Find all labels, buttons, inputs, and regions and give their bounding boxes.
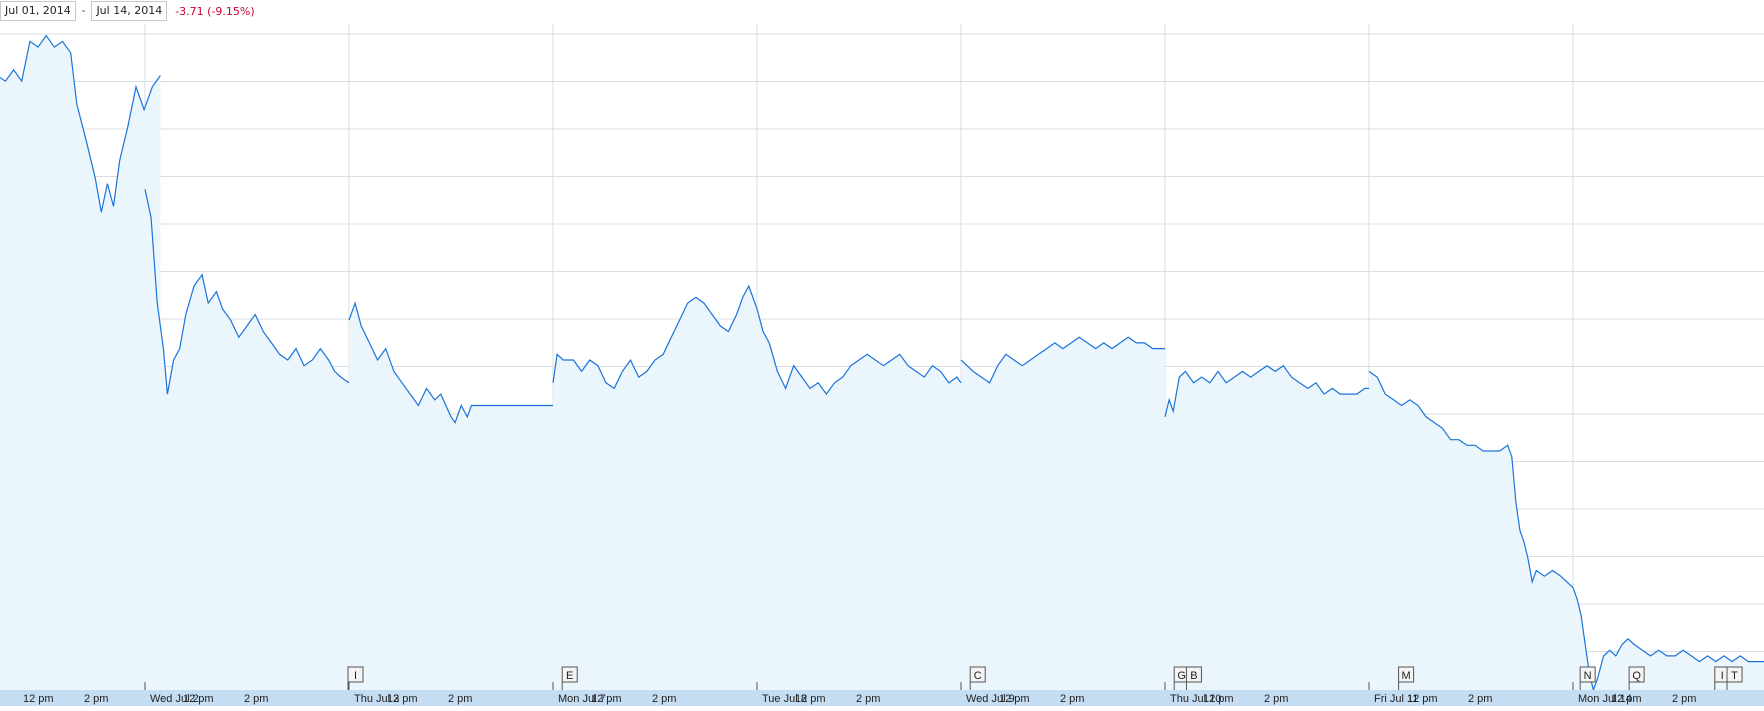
price-series-line [348,301,553,424]
event-flag-letter: C [974,670,982,682]
hour-tick-label: 2 pm [84,693,108,705]
hour-tick-label: 2 pm [1060,693,1084,705]
event-flag-box [347,666,364,683]
date-separator: - [81,5,86,17]
day-label: Wed Jul 9 [966,693,1015,705]
day-label: Tue Jul 8 [762,693,807,705]
hour-tick-label: 12 pm [591,693,622,705]
hour-tick-label: 2 pm [244,693,268,705]
event-flag-letter: B [1190,670,1197,682]
hour-tick-label: 12 pm [1611,693,1642,705]
start-date-field[interactable]: Jul 01, 2014 [0,1,76,21]
price-series-line [144,189,350,395]
event-flag-letter: Q [1632,670,1641,682]
hour-tick-label: 12 pm [1407,693,1438,705]
price-series-line [1164,364,1369,418]
event-flag-letter: G [1177,670,1186,682]
price-series-line [1368,370,1574,589]
time-axis-labels: 12 pm 2 pm Wed Jul 212 pm 2 pm Thu Jul 312 p… [23,682,1696,705]
event-flag-letter: M [1402,670,1411,682]
event-flag-box [1398,666,1415,683]
event-flag-letter: E [566,670,573,682]
day-label: Thu Jul 10 [1170,693,1221,705]
hour-tick-label: 12 pm [183,693,214,705]
hour-tick-label: 2 pm [1468,693,1492,705]
hour-tick-label: 2 pm [448,693,472,705]
day-label: Thu Jul 3 [354,693,399,705]
price-series-line [552,284,758,390]
price-lines [0,34,1764,693]
time-axis-band[interactable] [0,690,1764,706]
hour-tick-label: 2 pm [856,693,880,705]
hour-tick-label: 2 pm [1264,693,1288,705]
day-label: Mon Jul 14 [1578,693,1632,705]
price-series-line [960,336,1165,384]
hour-tick-label: 12 pm [795,693,826,705]
hour-tick-label: 2 pm [1672,693,1696,705]
day-label: Fri Jul 11 [1374,693,1418,705]
hour-tick-label: 12 pm [387,693,418,705]
event-flag-box [1579,666,1596,683]
event-flag-box [969,666,986,683]
event-flag-letter: I [1721,670,1724,682]
date-range-header: Jul 01, 2014 - Jul 14, 2014 -3.71 (-9.15… [0,0,1764,22]
hour-tick-label: 12 pm [23,693,54,705]
hour-tick-label: 2 pm [652,693,676,705]
event-flag-box [561,666,578,683]
day-label: Mon Jul 7 [558,693,606,705]
end-date-field[interactable]: Jul 14, 2014 [91,1,168,21]
event-flag-letter: I [354,670,357,682]
event-flag-box [1185,666,1202,683]
event-flag-box [1628,666,1645,683]
event-flag-letter: N [1584,670,1592,682]
price-series-line [756,308,962,396]
hour-tick-label: 12 pm [1203,693,1234,705]
hour-tick-label: 12 pm [999,693,1030,705]
price-change: -3.71 (-9.15%) [175,4,255,18]
day-label: Wed Jul 2 [150,693,199,705]
price-series-line [0,34,161,213]
price-area-fill [0,35,1764,690]
event-flag-letter: T [1731,670,1738,682]
event-flag-box [1726,666,1743,683]
